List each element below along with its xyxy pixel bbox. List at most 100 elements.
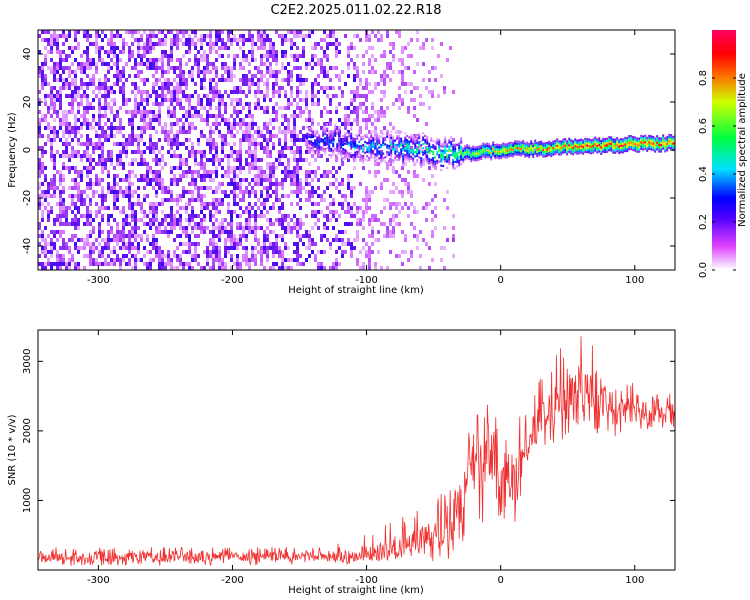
spectrogram-ridge-cell [510,148,513,151]
spectrogram-ridge-cell [416,150,419,153]
spectrogram-cell [257,90,260,94]
spectrogram-cell [314,82,317,86]
spectrogram-cell [47,182,50,186]
spectrogram-ridge-cell [386,150,389,154]
spectrogram-cell [161,50,164,54]
spectrogram-cell [263,134,266,138]
spectrogram-cell [272,110,275,114]
spectrogram-cell [140,158,143,162]
spectrogram-ridge-cell [582,150,585,153]
spectrogram-ridge-cell [334,147,337,150]
spectrogram-cell [230,214,233,218]
spectrogram-ridge-cell [444,140,447,144]
spectrogram-cell [47,242,50,246]
spectrogram-ridge-cell [382,156,385,160]
spectrogram-cell [173,214,176,218]
spectrogram-cell [170,122,173,126]
spectrogram-ridge-cell [410,140,413,143]
spectrogram-cell [197,70,200,74]
spectrogram-cell [302,46,305,50]
spectrogram-cell [122,222,125,226]
spectrogram-cell [62,174,65,178]
spectrogram-cell [293,98,296,102]
spectrogram-cell [332,198,335,202]
spectrogram-ridge-cell [466,146,469,149]
spectrogram-ridge-cell [590,149,593,153]
spectrogram-cell [374,262,377,266]
spectrogram-cell [158,94,161,98]
spectrogram-cell [125,150,128,154]
spectrogram-cell [308,238,311,242]
spectrogram-cell [131,218,134,222]
spectrogram-ridge-cell [510,154,513,157]
spectrogram-cell [269,178,272,182]
spectrogram-ridge-cell [328,132,331,135]
spectrogram-cell [173,106,176,110]
spectrogram-cell [170,230,173,234]
spectrogram-cell [266,70,269,74]
spectrogram-ridge-cell [312,124,315,128]
spectrogram-cell [425,218,428,222]
spectrogram-cell [56,94,59,98]
spectrogram-cell [131,190,134,194]
spectrogram-cell [92,250,95,254]
spectrogram-cell [293,258,296,262]
spectrogram-cell [401,98,404,102]
spectrogram-cell [329,78,332,82]
spectrogram-cell [287,170,290,174]
spectrogram-cell [335,110,338,114]
spectrogram-cell [44,102,47,106]
spectrogram-ridge-cell [452,163,455,166]
spectrogram-cell [317,266,320,270]
spectrogram-cell [221,150,224,154]
spectrogram-ridge-cell [500,143,503,147]
spectrogram-ridge-cell [324,141,327,144]
spectrogram-ridge-cell [392,144,395,147]
spectrogram-cell [284,34,287,38]
spectrogram-cell [347,106,350,110]
spectrogram-cell [74,222,77,226]
spectrogram-ridge-cell [454,143,457,146]
spectrogram-cell [374,70,377,74]
spectrogram-ridge-cell [332,136,335,139]
spectrogram-cell [170,38,173,42]
spectrogram-cell [332,182,335,186]
spectrogram-cell [296,230,299,234]
spectrogram-cell [272,190,275,194]
spectrogram-cell [266,78,269,82]
spectrogram-cell [182,106,185,110]
spectrogram-cell [230,238,233,242]
spectrogram-cell [284,230,287,234]
spectrogram-cell [356,122,359,126]
spectrogram-cell [323,50,326,54]
spectrogram-cell [281,202,284,206]
spectrogram-cell [149,94,152,98]
spectrogram-cell [338,42,341,46]
spectrogram-ridge-cell [338,130,341,133]
spectrogram-cell [362,226,365,230]
spectrogram-ridge-cell [396,135,399,138]
spectrogram-ridge-cell [458,151,461,154]
spectrogram-ridge-cell [464,151,467,154]
spectrogram-cell [263,186,266,190]
spectrogram-ridge-cell [608,136,611,139]
spectrogram-cell [53,118,56,122]
spectrogram-cell [329,110,332,114]
spectrogram-cell [368,90,371,94]
spectrogram-cell [143,214,146,218]
spectrogram-cell [290,174,293,178]
spectrogram-cell [107,246,110,250]
spectrogram-ridge-cell [346,131,349,135]
spectrogram-cell [347,158,350,162]
spectrogram-cell [230,242,233,246]
spectrogram-cell [98,58,101,62]
spectrogram-ridge-cell [442,164,445,168]
spectrogram-cell [101,194,104,198]
spectrogram-cell [191,114,194,118]
spectrogram-ridge-cell [470,146,473,150]
spectrogram-ridge-cell [584,140,587,143]
spectrogram-cell [287,118,290,122]
spectrogram-cell [104,110,107,114]
spectrogram-ridge-cell [380,143,383,147]
spectrogram-cell [176,134,179,138]
